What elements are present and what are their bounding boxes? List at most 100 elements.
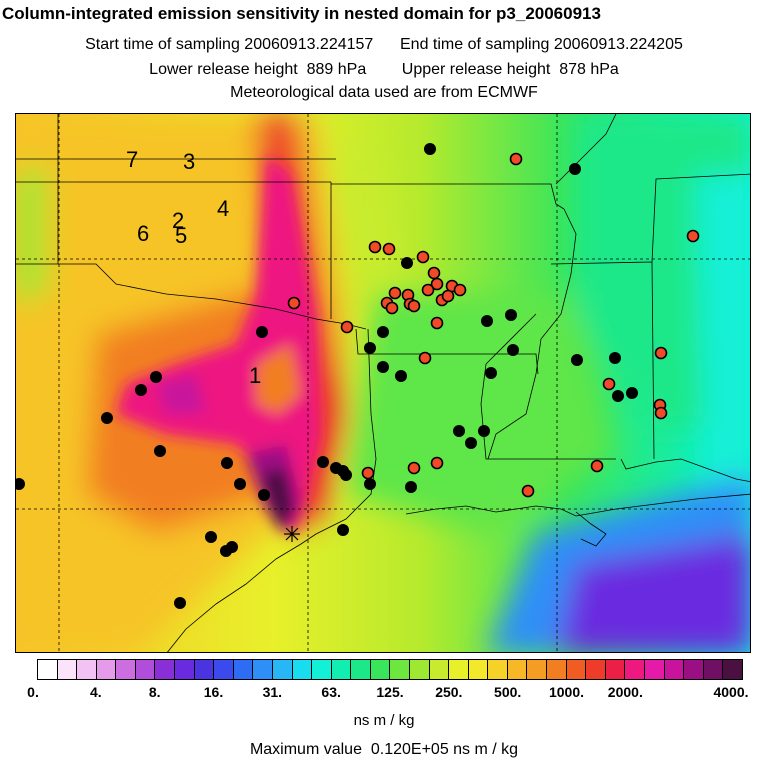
colorbar-segment	[194, 660, 215, 679]
station-marker-black	[234, 478, 246, 490]
colorbar-tick-label: 2000.	[607, 684, 643, 700]
colorbar-segment	[77, 660, 97, 679]
station-marker-red	[407, 461, 421, 475]
station-marker-black	[221, 457, 233, 469]
station-marker-black	[154, 445, 166, 457]
station-marker-black	[340, 469, 352, 481]
colorbar-segment	[488, 660, 508, 679]
station-marker-black	[337, 524, 349, 536]
colorbar-segment	[468, 660, 489, 679]
station-marker-black	[571, 354, 583, 366]
met-data-source: Meteorological data used are from ECMWF	[230, 84, 538, 101]
cluster-label-6: 6	[137, 221, 149, 246]
cluster-label-5: 5	[175, 223, 187, 248]
sensitivity-field	[16, 114, 750, 652]
station-marker-red	[421, 283, 435, 297]
station-marker-black	[405, 481, 417, 493]
colorbar-segment	[292, 660, 313, 679]
maximum-value: Maximum value 0.120E+05 ns m / kg	[249, 741, 519, 758]
station-marker-red	[385, 301, 399, 315]
station-marker-red	[521, 484, 535, 498]
colorbar-units: ns m / kg	[353, 712, 415, 729]
station-marker-black	[377, 326, 389, 338]
map-boundaries	[16, 114, 750, 652]
colorbar-segment	[116, 660, 136, 679]
station-marker-black	[174, 597, 186, 609]
colorbar-tick-label: 4000.	[713, 684, 749, 700]
colorbar-tick-label: 16.	[203, 684, 224, 700]
colorbar-tick-label: 0.	[27, 684, 39, 700]
station-marker-black	[364, 478, 376, 490]
station-marker-red	[509, 152, 523, 166]
station-marker-black	[505, 309, 517, 321]
station-marker-red	[361, 466, 375, 480]
station-marker-black	[478, 425, 490, 437]
colorbar-tick-label: 63.	[321, 684, 341, 700]
colorbar-segment	[409, 660, 430, 679]
station-marker-red	[453, 283, 467, 297]
cluster-label-7: 7	[126, 147, 138, 172]
colorbar-segment	[370, 660, 391, 679]
station-markers	[16, 143, 700, 609]
station-marker-red	[382, 242, 396, 256]
lat-lon-grid	[16, 114, 750, 652]
station-marker-red	[418, 351, 432, 365]
station-marker-red	[654, 346, 668, 360]
sampling-times: Start time of sampling 20060913.224157 E…	[85, 36, 683, 53]
station-marker-red	[287, 296, 301, 310]
station-marker-black	[150, 371, 162, 383]
colorbar-segment	[351, 660, 371, 679]
colorbar-segment	[175, 660, 195, 679]
colorbar-segment	[605, 660, 626, 679]
colorbar-tick-label: 8.	[148, 684, 161, 700]
station-marker-red	[441, 289, 455, 303]
release-heights: Lower release height 889 hPa Upper relea…	[149, 61, 619, 78]
station-marker-red	[368, 240, 382, 254]
cluster-label-3: 3	[183, 149, 195, 174]
colorbar-segment	[625, 660, 645, 679]
station-marker-black	[485, 367, 497, 379]
colorbar-segment	[449, 660, 469, 679]
colorbar-segment	[507, 660, 528, 679]
station-marker-black	[226, 541, 238, 553]
colorbar-segment	[96, 660, 117, 679]
colorbar-tick-label: 31.	[262, 684, 283, 700]
station-marker-black	[256, 326, 268, 338]
station-marker-red	[430, 316, 444, 330]
station-marker-black	[377, 361, 389, 373]
colorbar-segment	[233, 660, 254, 679]
colorbar-segment	[38, 660, 58, 679]
plot-title: Column-integrated emission sensitivity i…	[2, 4, 601, 23]
colorbar-segment	[253, 660, 273, 679]
station-marker-red	[654, 406, 668, 420]
colorbar-segment	[644, 660, 665, 679]
release-location-marker	[284, 526, 300, 542]
colorbar-segment	[155, 660, 176, 679]
emission-sensitivity-map: 1 2 3 4 5 6 7	[15, 113, 751, 653]
station-marker-black	[507, 344, 519, 356]
colorbar-segment	[527, 660, 548, 679]
colorbar-tick-label: 250.	[435, 684, 463, 700]
colorbar-segment	[664, 660, 685, 679]
station-marker-black	[401, 257, 413, 269]
station-marker-red	[388, 286, 402, 300]
station-marker-black	[135, 384, 147, 396]
colorbar-segment	[272, 660, 293, 679]
colorbar-segment	[703, 660, 724, 679]
station-marker-black	[465, 437, 477, 449]
colorbar-segment	[390, 660, 410, 679]
station-marker-black	[364, 342, 376, 354]
colorbar-segment	[566, 660, 587, 679]
map-canvas: 1 2 3 4 5 6 7	[16, 114, 750, 652]
colorbar-segment	[547, 660, 567, 679]
station-marker-black	[16, 478, 25, 490]
station-marker-red	[590, 459, 604, 473]
colorbar-tick-label: 125.	[376, 684, 404, 700]
cluster-labels: 1 2 3 4 5 6 7	[126, 147, 261, 388]
colorbar-segment	[684, 660, 704, 679]
station-marker-red	[416, 250, 430, 264]
station-marker-black	[317, 456, 329, 468]
colorbar-segment	[723, 660, 742, 679]
station-marker-red	[427, 266, 441, 280]
station-marker-black	[453, 425, 465, 437]
